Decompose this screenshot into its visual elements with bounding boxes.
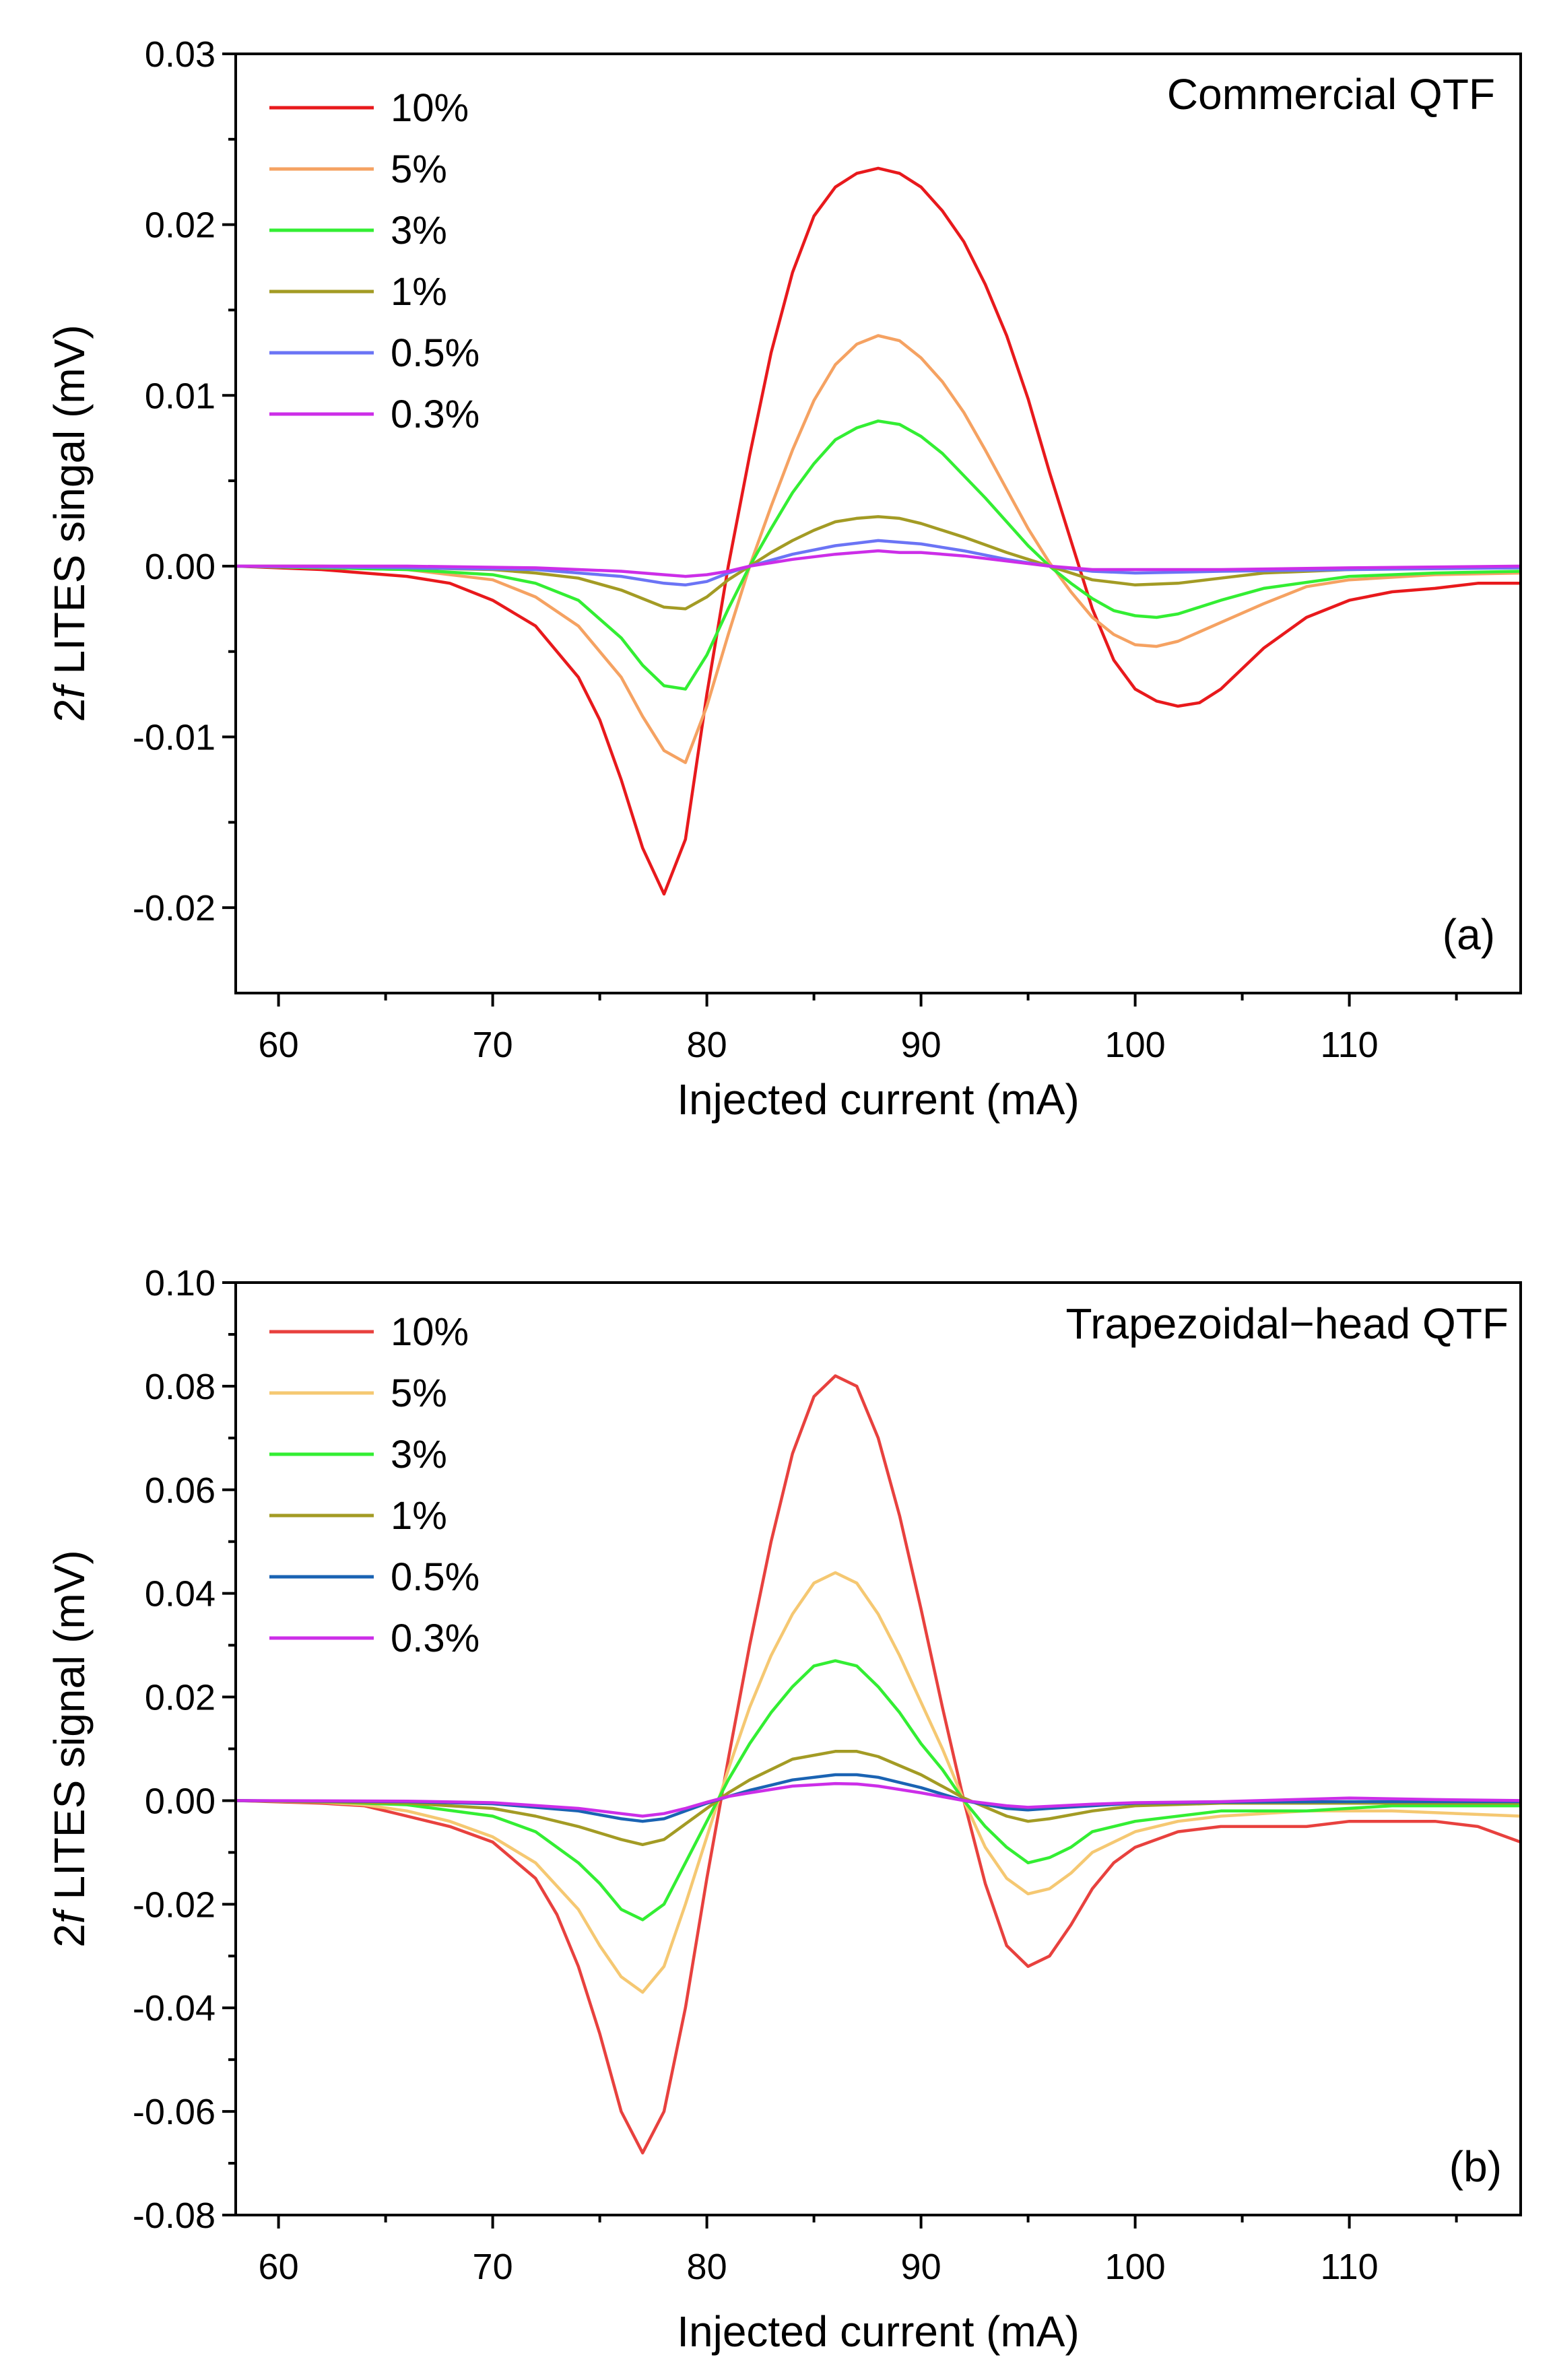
y-tick-label: -0.04	[133, 1988, 216, 2029]
legend-label: 1%	[391, 1494, 447, 1538]
x-tick-label: 80	[687, 1025, 727, 1065]
chart-annotation: Trapezoidal−head QTF	[1065, 1299, 1509, 1348]
legend-label: 10%	[391, 1310, 469, 1354]
x-axis-title: Injected current (mA)	[677, 2307, 1080, 2356]
y-tick-label: -0.01	[133, 718, 216, 758]
y-tick-label: 0.06	[145, 1470, 216, 1511]
y-axis-title-prefix: 2	[45, 698, 94, 722]
series-line-0.5%	[236, 539, 1521, 587]
legend-label: 0.3%	[391, 393, 479, 436]
legend: 10% 5% 3% 1% 0.5% 0.3%	[269, 1310, 479, 1660]
y-tick-label: 0.01	[145, 376, 216, 416]
y-axis-title-rest: LITES signal (mV)	[45, 1550, 94, 1911]
chart-panel-a: 60 70 80 90 100 110 -0.02 -0.01 0.00 0.01 0.02 0.03…	[45, 34, 1522, 1124]
y-axis-title-rest: LITES singal (mV)	[45, 325, 94, 686]
y-tick-label: 0.00	[145, 547, 216, 587]
legend: 10% 5% 3% 1% 0.5% 0.3%	[269, 86, 479, 436]
y-tick-label: 0.02	[145, 205, 216, 246]
chart-panel-b: 60 70 80 90 100 110 -0.08 -0.06 -0.04 -0.02 0.00 0.…	[45, 1263, 1522, 2356]
x-tick-label: 90	[901, 2247, 941, 2287]
series-lines	[236, 166, 1521, 896]
series-line-10%	[236, 166, 1521, 896]
series-line-10%	[236, 1374, 1521, 2154]
series-line-0.3%	[236, 1781, 1521, 1818]
y-tick-label: 0.02	[145, 1678, 216, 1718]
x-tick-label: 100	[1105, 2247, 1166, 2287]
y-tick-label: -0.02	[133, 888, 216, 928]
legend-label: 3%	[391, 209, 447, 252]
chart-annotation: Commercial QTF	[1167, 70, 1495, 118]
legend-label: 1%	[391, 270, 447, 314]
x-tick-label: 90	[901, 1025, 941, 1065]
legend-label: 0.3%	[391, 1617, 479, 1660]
x-tick-label: 70	[473, 2247, 513, 2287]
series-line-3%	[236, 419, 1521, 691]
plot-frame	[234, 53, 1522, 994]
legend-label: 0.5%	[391, 331, 479, 375]
y-tick-label: 0.10	[145, 1263, 216, 1303]
series-line-1%	[236, 515, 1521, 611]
plot-frame	[234, 1281, 1522, 2216]
series-line-3%	[236, 1659, 1521, 1922]
x-tick-label: 110	[1321, 1025, 1379, 1065]
series-line-5%	[236, 334, 1521, 764]
series-line-5%	[236, 1571, 1521, 1994]
y-tick-label: 0.04	[145, 1574, 216, 1614]
x-axis-title: Injected current (mA)	[677, 1075, 1080, 1124]
x-tick-label: 70	[473, 1025, 513, 1065]
y-tick-label: 0.08	[145, 1367, 216, 1407]
y-tick-label: -0.08	[133, 2196, 216, 2236]
legend-label: 5%	[391, 147, 447, 191]
series-lines	[236, 1374, 1521, 2154]
legend-label: 5%	[391, 1371, 447, 1415]
x-tick-label: 60	[259, 1025, 299, 1065]
panel-label: (a)	[1443, 910, 1495, 959]
legend-label: 0.5%	[391, 1555, 479, 1599]
y-tick-label: -0.06	[133, 2092, 216, 2132]
x-tick-label: 60	[259, 2247, 299, 2287]
series-line-0.3%	[236, 549, 1521, 578]
y-tick-label: -0.02	[133, 1884, 216, 1925]
legend-label: 10%	[391, 86, 469, 130]
y-axis-title: 2f LITES singal (mV)	[45, 325, 94, 722]
panel-label: (b)	[1449, 2142, 1502, 2191]
x-tick-label: 100	[1105, 1025, 1166, 1065]
y-axis-title: 2f LITES signal (mV)	[45, 1550, 94, 1947]
series-line-1%	[236, 1750, 1521, 1847]
y-tick-label: 0.00	[145, 1781, 216, 1821]
series-line-0.5%	[236, 1773, 1521, 1823]
x-tick-label: 110	[1321, 2247, 1379, 2287]
legend-label: 3%	[391, 1433, 447, 1476]
y-axis-title-prefix: 2	[45, 1924, 94, 1948]
x-tick-label: 80	[687, 2247, 727, 2287]
y-tick-label: 0.03	[145, 34, 216, 75]
